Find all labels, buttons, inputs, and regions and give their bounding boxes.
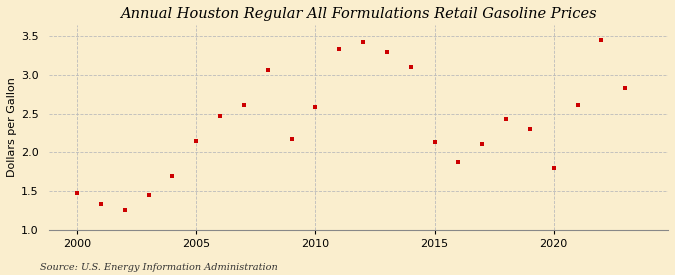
- Y-axis label: Dollars per Gallon: Dollars per Gallon: [7, 77, 17, 177]
- Point: [334, 47, 345, 51]
- Point: [143, 193, 154, 197]
- Point: [620, 85, 630, 90]
- Text: Source: U.S. Energy Information Administration: Source: U.S. Energy Information Administ…: [40, 263, 278, 272]
- Point: [263, 68, 273, 72]
- Point: [286, 137, 297, 142]
- Point: [381, 50, 392, 54]
- Point: [429, 140, 440, 145]
- Point: [191, 139, 202, 143]
- Point: [548, 166, 559, 170]
- Point: [405, 64, 416, 69]
- Point: [238, 103, 249, 108]
- Point: [119, 207, 130, 212]
- Point: [501, 117, 512, 122]
- Point: [167, 174, 178, 178]
- Point: [72, 191, 82, 196]
- Point: [215, 114, 225, 118]
- Point: [96, 202, 107, 207]
- Point: [453, 160, 464, 164]
- Point: [310, 105, 321, 109]
- Title: Annual Houston Regular All Formulations Retail Gasoline Prices: Annual Houston Regular All Formulations …: [120, 7, 597, 21]
- Point: [358, 40, 369, 44]
- Point: [572, 102, 583, 107]
- Point: [596, 37, 607, 42]
- Point: [524, 127, 535, 131]
- Point: [477, 142, 487, 146]
